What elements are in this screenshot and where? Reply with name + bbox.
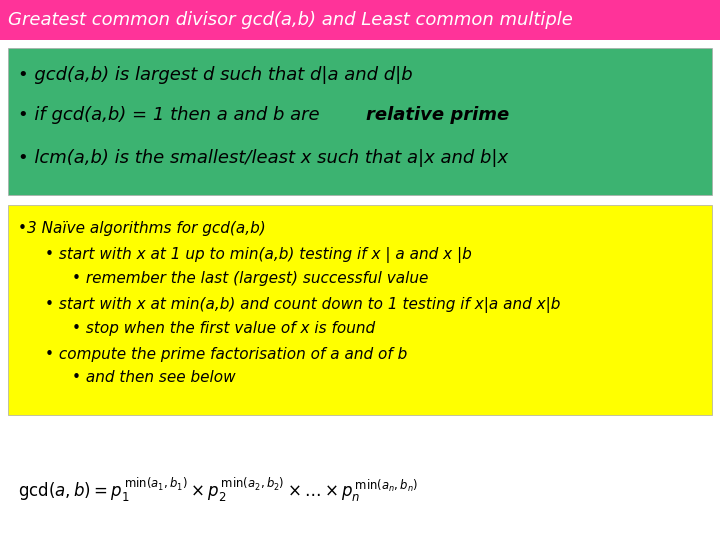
Text: $\mathrm{gcd}(a,b) = p_1^{\,\mathrm{min}(a_1,b_1)} \times p_2^{\,\mathrm{min}(a_: $\mathrm{gcd}(a,b) = p_1^{\,\mathrm{min}… xyxy=(18,476,418,504)
Text: • remember the last (largest) successful value: • remember the last (largest) successful… xyxy=(72,271,428,286)
Text: • gcd(a,b) is largest d such that d|a and d|b: • gcd(a,b) is largest d such that d|a an… xyxy=(18,66,413,84)
Text: Greatest common divisor gcd(a,b) and Least common multiple: Greatest common divisor gcd(a,b) and Lea… xyxy=(8,11,573,29)
Text: • start with x at min(a,b) and count down to 1 testing if x|a and x|b: • start with x at min(a,b) and count dow… xyxy=(45,297,560,313)
Text: • stop when the first value of x is found: • stop when the first value of x is foun… xyxy=(72,321,375,335)
Text: • and then see below: • and then see below xyxy=(72,370,235,386)
Text: • start with x at 1 up to min(a,b) testing if x | a and x |b: • start with x at 1 up to min(a,b) testi… xyxy=(45,247,472,263)
FancyBboxPatch shape xyxy=(8,48,712,195)
Text: relative prime: relative prime xyxy=(366,106,509,124)
Text: • lcm(a,b) is the smallest/least x such that a|x and b|x: • lcm(a,b) is the smallest/least x such … xyxy=(18,149,508,167)
FancyBboxPatch shape xyxy=(8,205,712,415)
Text: •3 Naïve algorithms for gcd(a,b): •3 Naïve algorithms for gcd(a,b) xyxy=(18,220,266,235)
FancyBboxPatch shape xyxy=(0,0,720,40)
Text: • if gcd(a,b) = 1 then a and b are: • if gcd(a,b) = 1 then a and b are xyxy=(18,106,325,124)
Text: • compute the prime factorisation of a and of b: • compute the prime factorisation of a a… xyxy=(45,348,408,362)
